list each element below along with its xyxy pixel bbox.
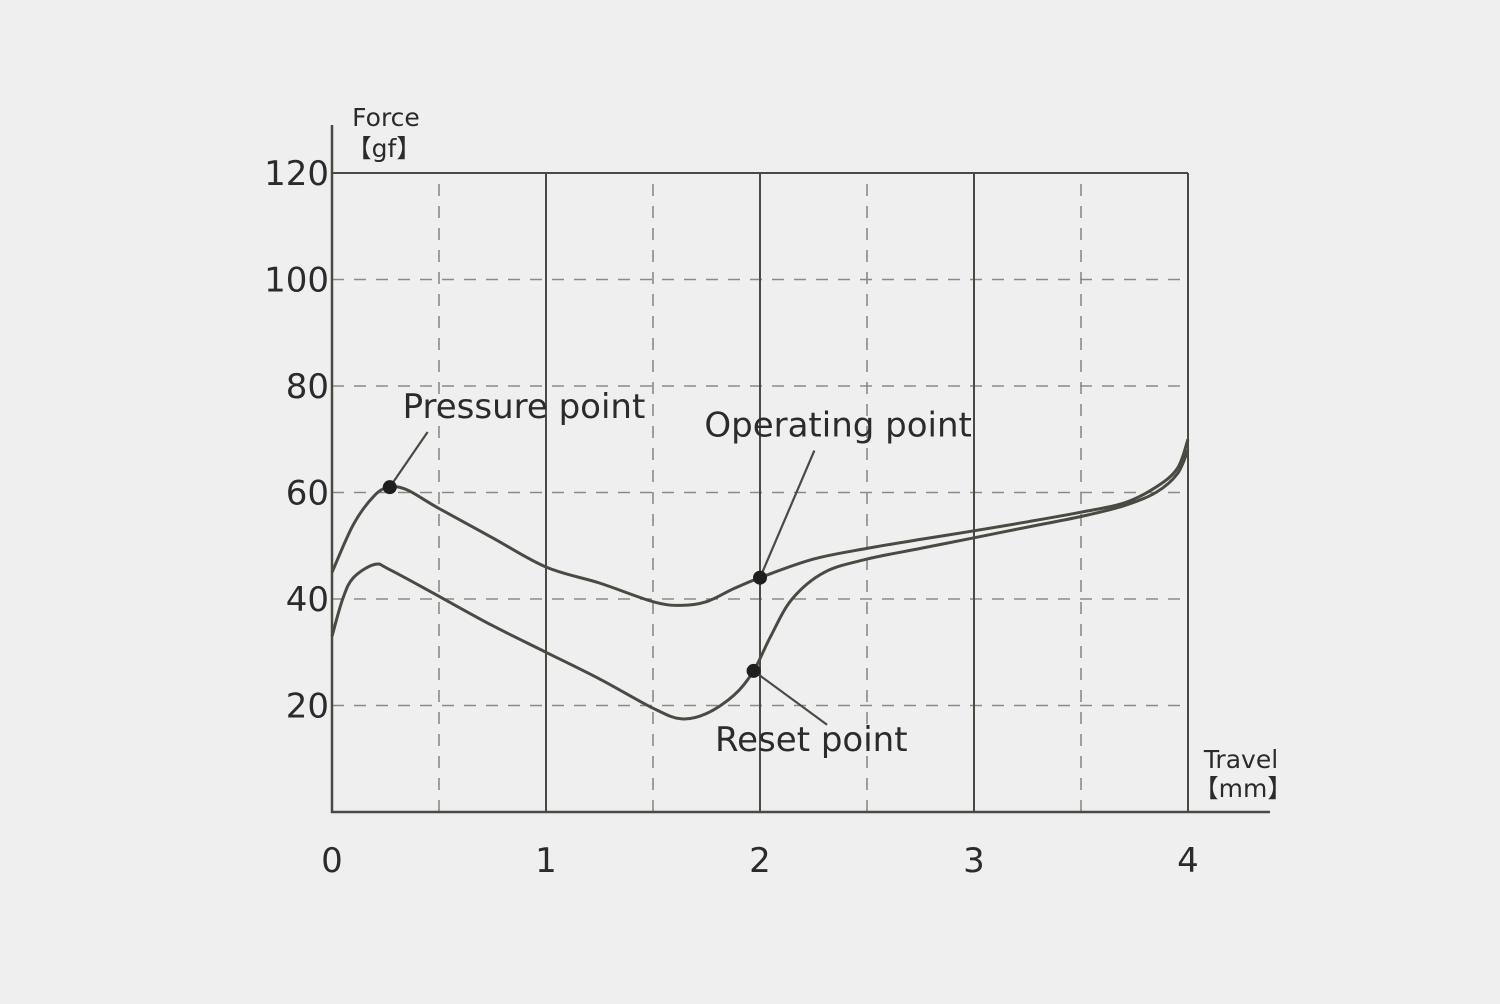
x-tick-label: 2 (749, 841, 771, 881)
press-curve (330, 438, 1190, 607)
y-tick-label: 60 (286, 474, 329, 514)
x-tick-label: 4 (1177, 841, 1199, 881)
annotation-label: Operating point (704, 406, 972, 446)
y-tick-label: 120 (264, 154, 329, 194)
x-axis-label: Travel (1203, 745, 1278, 774)
x-tick-label: 0 (321, 841, 343, 881)
x-tick-label: 3 (963, 841, 985, 881)
y-tick-label: 80 (286, 367, 329, 407)
x-axis-unit: 【mm】 (1194, 774, 1293, 803)
annotation-leader-line (388, 431, 429, 488)
annotation-leader-line (758, 450, 816, 579)
y-axis-unit: 【gf】 (347, 134, 422, 163)
annotation-label: Pressure point (403, 387, 646, 427)
annotation-leader-line (752, 670, 828, 726)
annotation-point-marker (746, 663, 761, 678)
release-curve (330, 449, 1190, 721)
annotation-label: Reset point (715, 720, 908, 760)
y-tick-label: 20 (286, 687, 329, 727)
annotation-point-marker (753, 570, 767, 585)
y-axis-label: Force (352, 103, 420, 132)
y-tick-label: 40 (286, 580, 329, 620)
y-tick-label: 100 (264, 261, 329, 301)
x-tick-label: 1 (535, 841, 557, 881)
annotation-point-marker (382, 480, 397, 495)
